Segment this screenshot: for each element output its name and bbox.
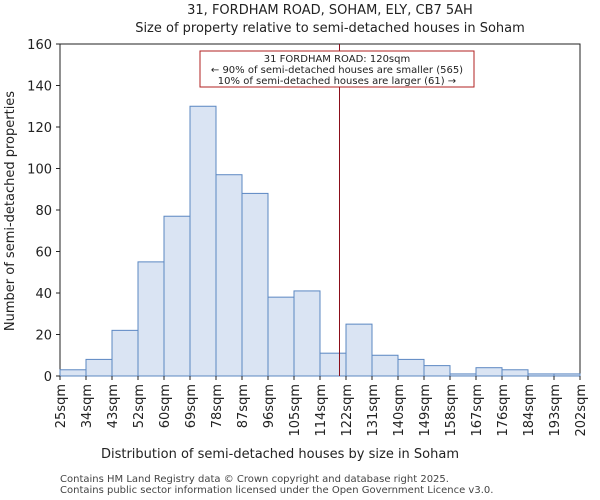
x-axis: 25sqm 34sqm 43sqm 52sqm 60sqm 69sqm 78sqm 87sqm… <box>54 376 589 437</box>
x-tick-label-202sqm: 202sqm <box>574 384 589 437</box>
y-tick-label: 40 <box>35 287 52 302</box>
x-tick-label-105sqm: 105sqm <box>288 384 303 437</box>
bar-184sqm <box>527 373 555 377</box>
y-tick-label: 160 <box>27 38 52 53</box>
annotation-line-1: 31 FORDHAM ROAD: 120sqm <box>264 54 410 65</box>
x-tick-label-114sqm: 114sqm <box>314 384 329 437</box>
y-axis-label: Number of semi-detached properties <box>3 91 18 331</box>
x-tick-label-87sqm: 87sqm <box>236 384 251 428</box>
footer-line-1: Contains HM Land Registry data © Crown c… <box>60 474 449 485</box>
bar-87sqm <box>241 192 269 377</box>
y-axis: 0 20 40 60 80 100 120 140 160 <box>27 38 60 385</box>
x-tick-label-34sqm: 34sqm <box>80 384 95 428</box>
annotation-box: 31 FORDHAM ROAD: 120sqm ← 90% of semi-de… <box>199 50 475 88</box>
x-tick-label-122sqm: 122sqm <box>340 384 355 437</box>
x-tick-label-193sqm: 193sqm <box>548 384 563 437</box>
bar-114sqm <box>319 352 347 377</box>
bar-140sqm <box>397 358 425 377</box>
bar-96sqm <box>267 296 295 377</box>
y-tick-label: 0 <box>44 370 52 385</box>
bar-176sqm <box>501 369 529 377</box>
x-tick-label-149sqm: 149sqm <box>418 384 433 437</box>
bar-60sqm <box>163 215 191 377</box>
bar-25sqm <box>59 369 87 377</box>
bar-131sqm <box>371 354 399 377</box>
bar-149sqm <box>423 365 451 377</box>
x-tick-label-43sqm: 43sqm <box>106 384 121 428</box>
bar-105sqm <box>293 290 321 377</box>
y-tick-label: 120 <box>27 121 52 136</box>
x-tick-label-140sqm: 140sqm <box>392 384 407 437</box>
bar-158sqm <box>449 373 477 377</box>
y-tick-label: 140 <box>27 80 52 95</box>
y-tick-label: 20 <box>35 329 52 344</box>
chart-subtitle: Size of property relative to semi-detach… <box>135 21 525 36</box>
bars-group <box>59 105 581 377</box>
bar-69sqm <box>189 105 217 377</box>
bar-167sqm <box>475 367 503 377</box>
bar-52sqm <box>137 261 165 377</box>
x-tick-label-131sqm: 131sqm <box>366 384 381 437</box>
x-tick-label-25sqm: 25sqm <box>54 384 69 428</box>
annotation-line-2: ← 90% of semi-detached houses are smalle… <box>211 65 463 76</box>
x-tick-label-60sqm: 60sqm <box>158 384 173 428</box>
bar-122sqm <box>345 323 373 377</box>
bar-78sqm <box>215 174 243 377</box>
bar-193sqm <box>553 373 581 377</box>
annotation-frame <box>199 50 475 88</box>
y-tick-label: 100 <box>27 163 52 178</box>
x-tick-label-52sqm: 52sqm <box>132 384 147 428</box>
x-tick-label-158sqm: 158sqm <box>444 384 459 437</box>
footer-line-2: Contains public sector information licen… <box>60 485 494 496</box>
bar-43sqm <box>111 329 139 377</box>
y-tick-label: 80 <box>35 204 52 219</box>
x-tick-label-69sqm: 69sqm <box>184 384 199 428</box>
x-tick-label-78sqm: 78sqm <box>210 384 225 428</box>
x-axis-label: Distribution of semi-detached houses by … <box>101 447 459 462</box>
x-tick-label-184sqm: 184sqm <box>522 384 537 437</box>
annotation-line-3: 10% of semi-detached houses are larger (… <box>218 76 456 87</box>
y-tick-label: 60 <box>35 246 52 261</box>
chart-title: 31, FORDHAM ROAD, SOHAM, ELY, CB7 5AH <box>187 3 473 18</box>
x-tick-label-96sqm: 96sqm <box>262 384 277 428</box>
x-tick-label-176sqm: 176sqm <box>496 384 511 437</box>
bar-34sqm <box>85 358 113 377</box>
x-tick-label-167sqm: 167sqm <box>470 384 485 437</box>
